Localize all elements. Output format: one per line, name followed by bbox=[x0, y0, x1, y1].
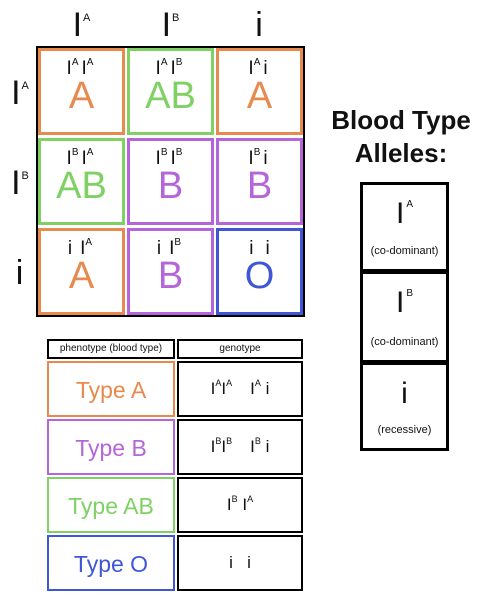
cell-phenotype: A bbox=[68, 75, 95, 117]
genotype-values: IAIA IA i bbox=[210, 378, 270, 398]
table-phenotype-type-o: Type O bbox=[47, 535, 175, 591]
cell-phenotype: AB bbox=[145, 75, 196, 117]
column-header-base: I bbox=[161, 6, 172, 44]
column-header-IB: IB bbox=[127, 8, 214, 42]
punnett-cell: IB i B bbox=[216, 138, 303, 225]
table-header-genotype: genotype bbox=[177, 339, 303, 359]
row-header-i: i bbox=[4, 256, 36, 290]
table-genotype-type-ab: IB IA bbox=[177, 477, 303, 533]
legend-allele-note: (recessive) bbox=[377, 424, 432, 436]
cell-genotype: IB i bbox=[248, 147, 268, 169]
punnett-cell: i IA A bbox=[38, 228, 125, 315]
genotype-values: IBIB IB i bbox=[210, 436, 270, 456]
legend-allele-note: (co-dominant) bbox=[370, 336, 439, 348]
column-header-sup: B bbox=[172, 12, 180, 24]
cell-genotype: IA i bbox=[248, 57, 268, 79]
legend-allele-symbol: i bbox=[401, 377, 408, 410]
cell-genotype: IA IB bbox=[155, 57, 183, 79]
genotype-values: i i bbox=[229, 553, 251, 572]
table-header-phenotype: phenotype (blood type) bbox=[47, 339, 175, 359]
row-header-IB: IB bbox=[4, 166, 36, 200]
cell-phenotype: B bbox=[157, 255, 184, 297]
row-header-base: I bbox=[11, 164, 21, 202]
punnett-cell: IA i A bbox=[216, 48, 303, 135]
punnett-cell: IA IB AB bbox=[127, 48, 214, 135]
table-genotype-type-a: IAIA IA i bbox=[177, 361, 303, 417]
column-header-IA: IA bbox=[38, 8, 125, 42]
cell-phenotype: B bbox=[246, 165, 273, 207]
legend-allele-i: i (recessive) bbox=[360, 362, 449, 451]
table-phenotype-type-ab: Type AB bbox=[47, 477, 175, 533]
row-header-sup: A bbox=[21, 80, 29, 92]
punnett-grid bbox=[36, 46, 305, 317]
row-header-base: I bbox=[11, 74, 21, 112]
phenotype-label: Type AB bbox=[68, 493, 154, 519]
phenotype-label: Type B bbox=[75, 435, 147, 461]
cell-genotype: i IB bbox=[156, 237, 182, 259]
legend-title-line1: Blood Type bbox=[331, 105, 471, 135]
cell-genotype: IB IB bbox=[155, 147, 183, 169]
table-genotype-type-b: IBIB IB i bbox=[177, 419, 303, 475]
cell-phenotype: B bbox=[157, 165, 184, 207]
cell-genotype: IA IA bbox=[66, 57, 94, 79]
legend-allele-note: (co-dominant) bbox=[370, 245, 439, 257]
column-header-base: i bbox=[255, 6, 263, 44]
punnett-cell: IB IB B bbox=[127, 138, 214, 225]
punnett-cell: IA IA A bbox=[38, 48, 125, 135]
phenotype-label: Type A bbox=[75, 377, 147, 403]
table-phenotype-type-a: Type A bbox=[47, 361, 175, 417]
cell-genotype: i IA bbox=[67, 237, 93, 259]
legend-title-line2: Alleles: bbox=[354, 138, 448, 169]
punnett-cell: i IB B bbox=[127, 228, 214, 315]
cell-phenotype: AB bbox=[56, 165, 107, 207]
column-header-sup: A bbox=[83, 12, 91, 24]
legend-title: Blood Type Alleles: bbox=[318, 104, 484, 171]
row-header-IA: IA bbox=[4, 76, 36, 110]
table-genotype-type-o: i i bbox=[177, 535, 303, 591]
column-header-i: i bbox=[216, 8, 303, 42]
row-header-sup: B bbox=[21, 170, 29, 182]
table-phenotype-type-b: Type B bbox=[47, 419, 175, 475]
genotype-values: IB IA bbox=[226, 494, 254, 514]
cell-phenotype: A bbox=[68, 255, 95, 297]
column-header-base: I bbox=[72, 6, 83, 44]
row-header-base: i bbox=[15, 254, 24, 292]
cell-phenotype: O bbox=[244, 255, 275, 297]
punnett-cell: IB IA AB bbox=[38, 138, 125, 225]
cell-phenotype: A bbox=[246, 75, 273, 117]
phenotype-label: Type O bbox=[73, 551, 149, 577]
cell-genotype: IB IA bbox=[66, 147, 94, 169]
